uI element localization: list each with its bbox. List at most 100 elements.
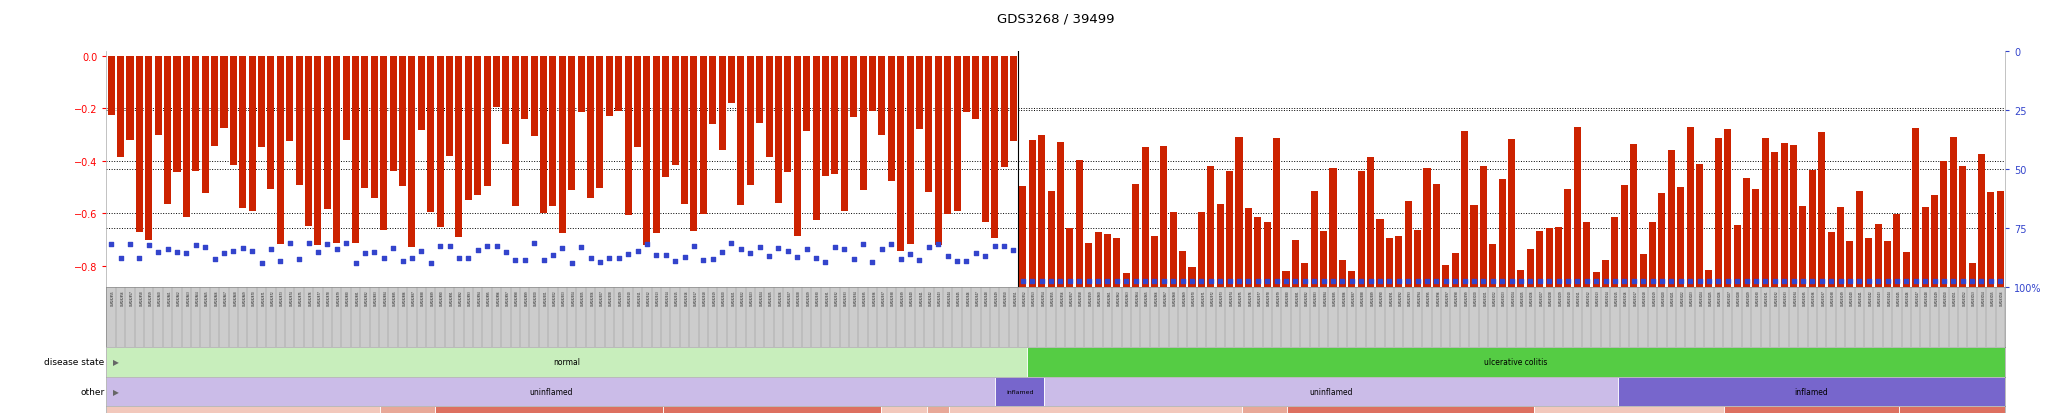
Point — [893, 252, 926, 258]
Text: GSM282859: GSM282859 — [150, 290, 154, 305]
Point — [246, 260, 279, 267]
Bar — [1528, 249, 1534, 287]
Point — [754, 253, 786, 259]
Text: GSM283054: GSM283054 — [1982, 290, 1985, 305]
Text: GSM282940: GSM282940 — [909, 290, 913, 305]
Point — [367, 255, 399, 262]
Bar — [1518, 270, 1524, 287]
Text: GSM282855: GSM282855 — [111, 290, 115, 305]
Bar — [1481, 166, 1487, 287]
Bar — [682, 57, 688, 204]
Bar — [1790, 146, 1796, 287]
Point — [846, 242, 879, 248]
Text: GSM283031: GSM283031 — [1765, 290, 1769, 305]
Point — [649, 252, 682, 259]
Bar — [1044, 377, 1618, 406]
Point — [1767, 278, 1800, 285]
Bar — [1507, 140, 1516, 287]
Text: GSM282966: GSM282966 — [1155, 290, 1159, 305]
Bar — [1677, 188, 1683, 287]
Point — [141, 249, 174, 255]
Bar — [1573, 127, 1581, 287]
Bar — [926, 406, 950, 413]
Point — [264, 258, 297, 265]
Text: GSM282989: GSM282989 — [1370, 290, 1374, 305]
Bar — [1884, 241, 1890, 287]
Text: GSM282875: GSM282875 — [299, 290, 303, 305]
Bar — [174, 57, 180, 172]
Point — [1186, 278, 1219, 285]
Point — [1063, 278, 1096, 285]
Text: GSM282870: GSM282870 — [252, 290, 256, 305]
Text: GSM283022: GSM283022 — [1681, 290, 1686, 305]
Text: GSM282933: GSM282933 — [844, 290, 848, 305]
Bar — [324, 57, 332, 209]
Text: GSM282871: GSM282871 — [262, 290, 266, 305]
Point — [1006, 278, 1038, 285]
Point — [1532, 278, 1565, 285]
Text: GSM283044: GSM283044 — [1888, 290, 1892, 305]
Text: uninflamed: uninflamed — [528, 387, 573, 396]
Text: GSM283018: GSM283018 — [1642, 290, 1647, 305]
Point — [1626, 278, 1659, 285]
Point — [1702, 278, 1735, 285]
Text: GSM282973: GSM282973 — [1221, 290, 1225, 305]
Text: GSM282934: GSM282934 — [854, 290, 858, 305]
Point — [1833, 278, 1866, 285]
Point — [1636, 278, 1669, 285]
Point — [330, 240, 362, 246]
Point — [471, 243, 504, 249]
Bar — [1028, 347, 2005, 377]
Bar — [881, 406, 926, 413]
Point — [1673, 278, 1706, 285]
Text: GSM282960: GSM282960 — [1098, 290, 1102, 305]
Point — [987, 243, 1020, 249]
Point — [1524, 278, 1556, 285]
Point — [1325, 278, 1358, 285]
Text: ulcerative colitis: ulcerative colitis — [1485, 357, 1548, 366]
Point — [414, 260, 446, 267]
Bar — [494, 57, 500, 107]
Bar — [926, 57, 932, 193]
Point — [461, 247, 494, 253]
Text: GSM282883: GSM282883 — [375, 290, 379, 305]
Point — [1778, 278, 1810, 285]
Text: GSM282864: GSM282864 — [197, 290, 201, 305]
Point — [1898, 278, 1931, 285]
Point — [1579, 278, 1612, 285]
Bar — [1020, 186, 1026, 287]
Bar — [1094, 233, 1102, 287]
Bar — [295, 57, 303, 185]
Text: GSM282967: GSM282967 — [1163, 290, 1167, 305]
Bar — [1198, 213, 1204, 287]
Point — [1298, 278, 1331, 285]
Bar — [1960, 167, 1966, 287]
Point — [762, 244, 795, 251]
Text: GSM282897: GSM282897 — [506, 290, 510, 305]
Bar — [1939, 161, 1948, 287]
Bar — [342, 57, 350, 141]
Text: GSM282935: GSM282935 — [862, 290, 866, 305]
Text: GSM282958: GSM282958 — [1079, 290, 1083, 305]
Point — [508, 258, 541, 264]
Text: GSM282937: GSM282937 — [883, 290, 887, 305]
Bar — [588, 57, 594, 198]
Text: GSM283008: GSM283008 — [1548, 290, 1552, 305]
Point — [377, 245, 410, 252]
Text: GSM282879: GSM282879 — [336, 290, 340, 305]
Text: GSM283036: GSM283036 — [1812, 290, 1817, 305]
Text: GSM282931: GSM282931 — [825, 290, 829, 305]
Text: GSM283045: GSM283045 — [1896, 290, 1901, 305]
Bar — [1874, 225, 1882, 287]
Point — [283, 256, 315, 263]
Point — [809, 259, 842, 266]
Bar — [1348, 271, 1356, 287]
Bar — [145, 57, 152, 240]
Bar — [709, 57, 717, 125]
Point — [180, 242, 213, 249]
Text: GSM282881: GSM282881 — [356, 290, 360, 305]
Point — [1307, 278, 1339, 285]
Point — [1909, 278, 1942, 285]
Bar — [662, 57, 670, 178]
Bar — [1376, 219, 1384, 287]
